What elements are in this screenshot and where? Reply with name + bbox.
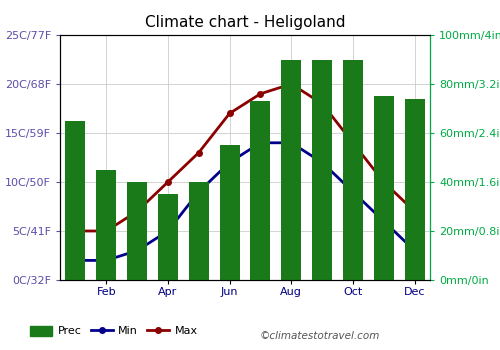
Bar	[158, 194, 178, 280]
Bar	[374, 96, 394, 280]
Bar	[188, 182, 209, 280]
Title: Climate chart - Heligoland: Climate chart - Heligoland	[145, 15, 345, 30]
Bar	[404, 99, 424, 280]
Bar	[281, 60, 301, 280]
Legend: Prec, Min, Max: Prec, Min, Max	[26, 321, 203, 341]
Bar	[250, 101, 270, 280]
Bar	[96, 170, 116, 280]
Bar	[312, 60, 332, 280]
Bar	[343, 60, 363, 280]
Bar	[127, 182, 147, 280]
Text: ©climatestotravel.com: ©climatestotravel.com	[260, 331, 380, 341]
Bar	[220, 145, 240, 280]
Bar	[66, 121, 86, 280]
